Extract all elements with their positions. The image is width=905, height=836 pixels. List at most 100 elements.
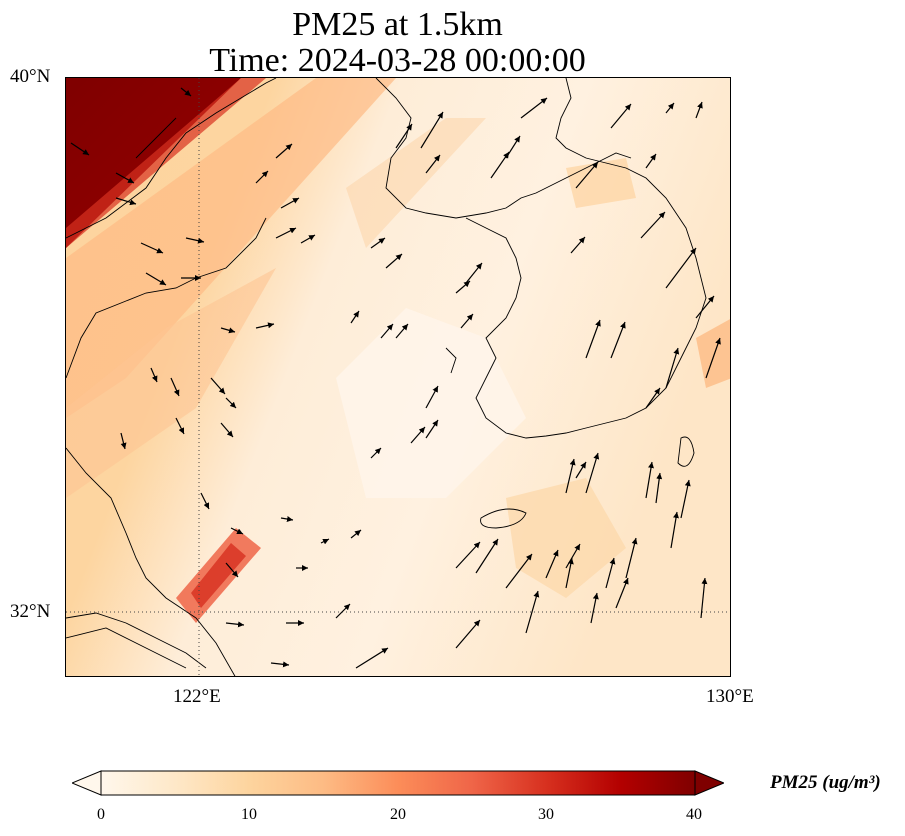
wind-arrow — [230, 527, 244, 535]
wind-arrow — [575, 461, 587, 479]
colorbar — [72, 770, 724, 796]
wind-arrow — [695, 295, 715, 319]
wind-arrow — [280, 197, 300, 209]
wind-arrow — [355, 647, 389, 669]
wind-arrow — [280, 516, 294, 522]
wind-arrow — [395, 323, 409, 339]
wind-arrow — [200, 492, 210, 510]
wind-arrow — [460, 313, 474, 329]
wind-arrow — [185, 237, 205, 244]
gridlines — [66, 78, 730, 676]
wind-arrow — [640, 211, 666, 239]
wind-arrow — [665, 247, 697, 289]
colorbar-tick-10: 10 — [241, 806, 257, 823]
wind-arrow — [385, 253, 403, 269]
wind-arrow — [350, 529, 362, 539]
map-title-line1: PM25 at 1.5km — [292, 6, 503, 43]
pm25-band-west — [66, 268, 276, 498]
wind-arrow — [520, 97, 548, 119]
wind-arrow — [70, 142, 90, 156]
colorbar-tick-20: 20 — [390, 806, 406, 823]
wind-arrow — [225, 397, 237, 409]
lon-tick-130: 130°E — [706, 686, 754, 707]
wind-arrow — [455, 619, 481, 649]
wind-arrow — [610, 321, 626, 359]
colorbar-tick-40: 40 — [686, 806, 702, 823]
wind-arrow — [395, 123, 413, 149]
wind-arrow — [605, 557, 616, 589]
wind-arrow — [680, 479, 691, 519]
wind-arrow — [275, 227, 297, 239]
lat-tick-32: 32°N — [10, 601, 51, 622]
colorbar-gradient — [100, 770, 696, 796]
wind-arrow — [350, 310, 360, 324]
pm25-east-patch — [696, 319, 730, 388]
wind-arrow — [370, 447, 382, 459]
wind-arrow — [645, 387, 661, 409]
wind-arrow — [425, 419, 439, 439]
pm25-band-orange — [66, 78, 396, 418]
wind-arrow — [410, 426, 426, 444]
pm25-high-edge — [66, 78, 266, 248]
wind-arrow — [525, 590, 540, 634]
colorbar-extend-min — [72, 770, 102, 796]
wind-arrow — [115, 172, 135, 184]
colorbar-tick-30: 30 — [538, 806, 554, 823]
wind-arrow — [180, 87, 192, 97]
wind-arrow — [150, 367, 158, 383]
colorbar-extend-max — [694, 770, 724, 796]
wind-arrow — [170, 377, 180, 397]
wind-arrow — [220, 327, 236, 334]
wind-arrow — [505, 553, 533, 589]
wind-arrow — [225, 621, 245, 628]
pm25-band-central — [346, 118, 486, 248]
pm25-south-patch — [506, 478, 626, 598]
wind-arrow — [585, 319, 601, 359]
wind-arrow — [705, 337, 721, 379]
wind-arrow — [455, 541, 481, 569]
colorbar-tick-0: 0 — [97, 806, 105, 823]
wind-arrow — [565, 458, 576, 494]
wind-arrow — [300, 234, 316, 244]
wind-arrow — [465, 262, 483, 284]
pm25-field-map — [66, 78, 730, 676]
wind-arrow — [610, 103, 632, 129]
map-panel — [65, 77, 731, 677]
wind-arrow — [225, 562, 239, 578]
wind-arrow — [425, 385, 439, 409]
pm25-plume-core — [191, 543, 246, 608]
wind-vectors — [70, 87, 721, 669]
wind-arrow — [645, 461, 654, 499]
wind-arrow — [590, 592, 599, 624]
wind-arrow — [120, 432, 127, 450]
wind-arrow — [565, 557, 574, 589]
wind-arrow — [655, 472, 663, 504]
wind-arrow — [455, 280, 471, 294]
pm25-clean-region — [336, 308, 526, 498]
wind-arrow — [140, 242, 164, 254]
wind-arrow — [210, 377, 226, 395]
lat-tick-40: 40°N — [10, 66, 51, 87]
wind-arrow — [575, 161, 599, 189]
wind-arrow — [475, 538, 499, 574]
wind-arrow — [570, 236, 586, 254]
map-title-line2: Time: 2024-03-28 00:00:00 — [209, 42, 586, 79]
wind-arrow — [115, 197, 137, 206]
wind-arrow — [665, 347, 680, 389]
wind-arrow — [700, 577, 708, 619]
wind-arrow — [270, 661, 290, 668]
wind-arrow — [335, 603, 351, 619]
wind-arrow — [490, 151, 510, 179]
wind-arrow — [320, 538, 330, 545]
colorbar-label: PM25 (ug/m³) — [770, 772, 881, 793]
coastlines — [66, 78, 707, 676]
wind-arrow — [255, 322, 275, 329]
wind-arrow — [585, 452, 600, 494]
wind-arrow — [145, 272, 167, 286]
wind-arrow — [370, 237, 386, 249]
wind-arrow — [695, 101, 703, 119]
wind-arrow — [645, 153, 657, 169]
wind-arrow — [615, 577, 629, 609]
pm25-north-patch — [566, 158, 636, 208]
wind-arrow — [545, 549, 559, 579]
